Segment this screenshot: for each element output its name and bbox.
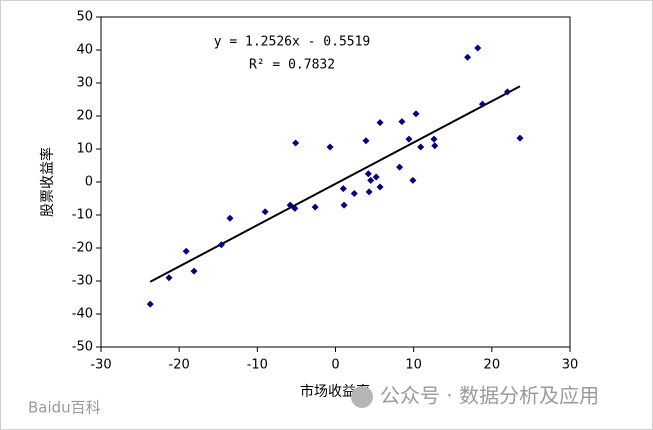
watermark: 公众号 · 数据分析及应用 — [380, 384, 599, 408]
point — [405, 135, 413, 143]
y-tick-label: -10 — [72, 208, 93, 223]
x-tick-label: 0 — [331, 358, 339, 373]
y-tick-label: -50 — [72, 340, 93, 355]
point — [165, 274, 173, 282]
point — [365, 188, 373, 196]
point — [340, 201, 348, 209]
r-squared: R² = 0.7832 — [249, 58, 335, 73]
watermark-icon — [351, 386, 373, 408]
point — [417, 143, 425, 151]
y-tick-label: 20 — [76, 109, 93, 124]
point — [226, 214, 234, 222]
point — [430, 135, 438, 143]
point — [516, 134, 524, 142]
point — [372, 173, 380, 181]
y-tick-label: -40 — [72, 307, 93, 322]
point — [478, 100, 486, 108]
x-tick-label: -10 — [247, 358, 268, 373]
x-tick-label: 20 — [484, 358, 501, 373]
y-tick-label: 50 — [76, 10, 93, 25]
point — [217, 241, 225, 249]
point — [474, 44, 482, 52]
point — [464, 53, 472, 61]
point — [311, 203, 319, 211]
point — [350, 190, 358, 198]
point — [261, 208, 269, 216]
y-tick-label: 30 — [76, 76, 93, 91]
point — [503, 88, 511, 96]
y-tick-label: -20 — [72, 241, 93, 256]
trendline — [149, 85, 521, 283]
point — [376, 119, 384, 127]
point — [326, 143, 334, 151]
point — [396, 163, 404, 171]
y-axis-label: 股票收益率 — [39, 147, 56, 217]
point — [398, 118, 406, 126]
point — [292, 139, 300, 147]
point — [286, 201, 294, 209]
point — [291, 204, 299, 212]
y-tick-label: 40 — [76, 43, 93, 58]
point — [431, 142, 439, 150]
point — [412, 110, 420, 118]
point — [376, 183, 384, 191]
trend-equation: y = 1.2526x - 0.5519 — [214, 35, 371, 50]
point — [362, 137, 370, 145]
point — [409, 176, 417, 184]
point — [182, 247, 190, 255]
point — [146, 300, 154, 308]
point — [367, 176, 375, 184]
watermark: Baidu百科 — [28, 399, 101, 417]
plot-area — [100, 16, 571, 348]
y-tick-label: 10 — [76, 142, 93, 157]
x-tick-label: 30 — [562, 358, 579, 373]
point — [190, 267, 198, 275]
y-tick-label: 0 — [85, 175, 93, 190]
y-tick-label: -30 — [72, 274, 93, 289]
x-tick-label: 10 — [405, 358, 422, 373]
point — [364, 170, 372, 178]
x-tick-label: -20 — [169, 358, 190, 373]
x-tick-label: -30 — [90, 358, 111, 373]
point — [339, 185, 347, 193]
